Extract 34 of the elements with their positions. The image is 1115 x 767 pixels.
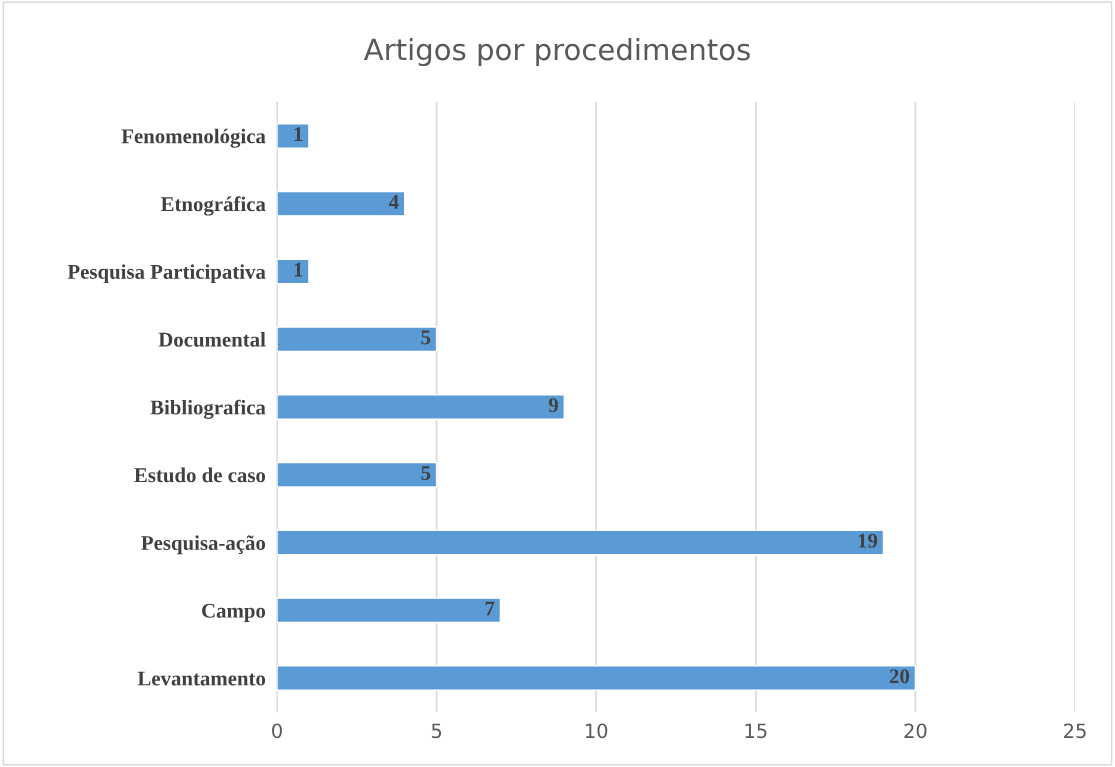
x-tick-label: 20 — [904, 723, 927, 739]
x-tick-label: 0 — [272, 723, 282, 739]
bar — [277, 190, 406, 217]
data-label: 5 — [421, 466, 431, 480]
y-tick-label: Estudo de caso — [134, 467, 266, 483]
x-tick-label: 5 — [431, 723, 442, 739]
bar — [277, 597, 502, 624]
data-label: 5 — [421, 330, 431, 345]
data-label: 4 — [388, 194, 399, 209]
data-label: 9 — [548, 398, 558, 413]
data-label: 1 — [294, 262, 303, 277]
y-tick-label: Levantamento — [137, 671, 266, 686]
y-tick-label: Fenomenológica — [121, 128, 266, 148]
y-tick-label: Bibliografica — [150, 399, 266, 419]
y-tick-label: Etnográfica — [160, 196, 266, 216]
bar — [277, 461, 438, 488]
y-tick-label: Documental — [158, 331, 266, 347]
bar — [277, 326, 438, 353]
chart-title: Artigos por procedimentos — [363, 37, 750, 67]
data-label: 19 — [858, 533, 878, 548]
y-tick-label: Pesquisa-ação — [141, 535, 266, 555]
x-tick-label: 25 — [1064, 723, 1086, 739]
y-tick-label: Pesquisa Participativa — [67, 264, 266, 284]
bar — [277, 529, 885, 556]
y-tick-label: Campo — [202, 603, 266, 622]
bar — [277, 122, 310, 149]
x-tick-label: 10 — [585, 723, 608, 739]
x-tick-label: 15 — [745, 723, 767, 739]
data-label: 1 — [294, 127, 303, 141]
bar — [277, 258, 310, 285]
data-label: 20 — [889, 669, 910, 684]
bar — [277, 665, 917, 692]
bar — [277, 394, 565, 420]
data-label: 7 — [485, 601, 495, 616]
